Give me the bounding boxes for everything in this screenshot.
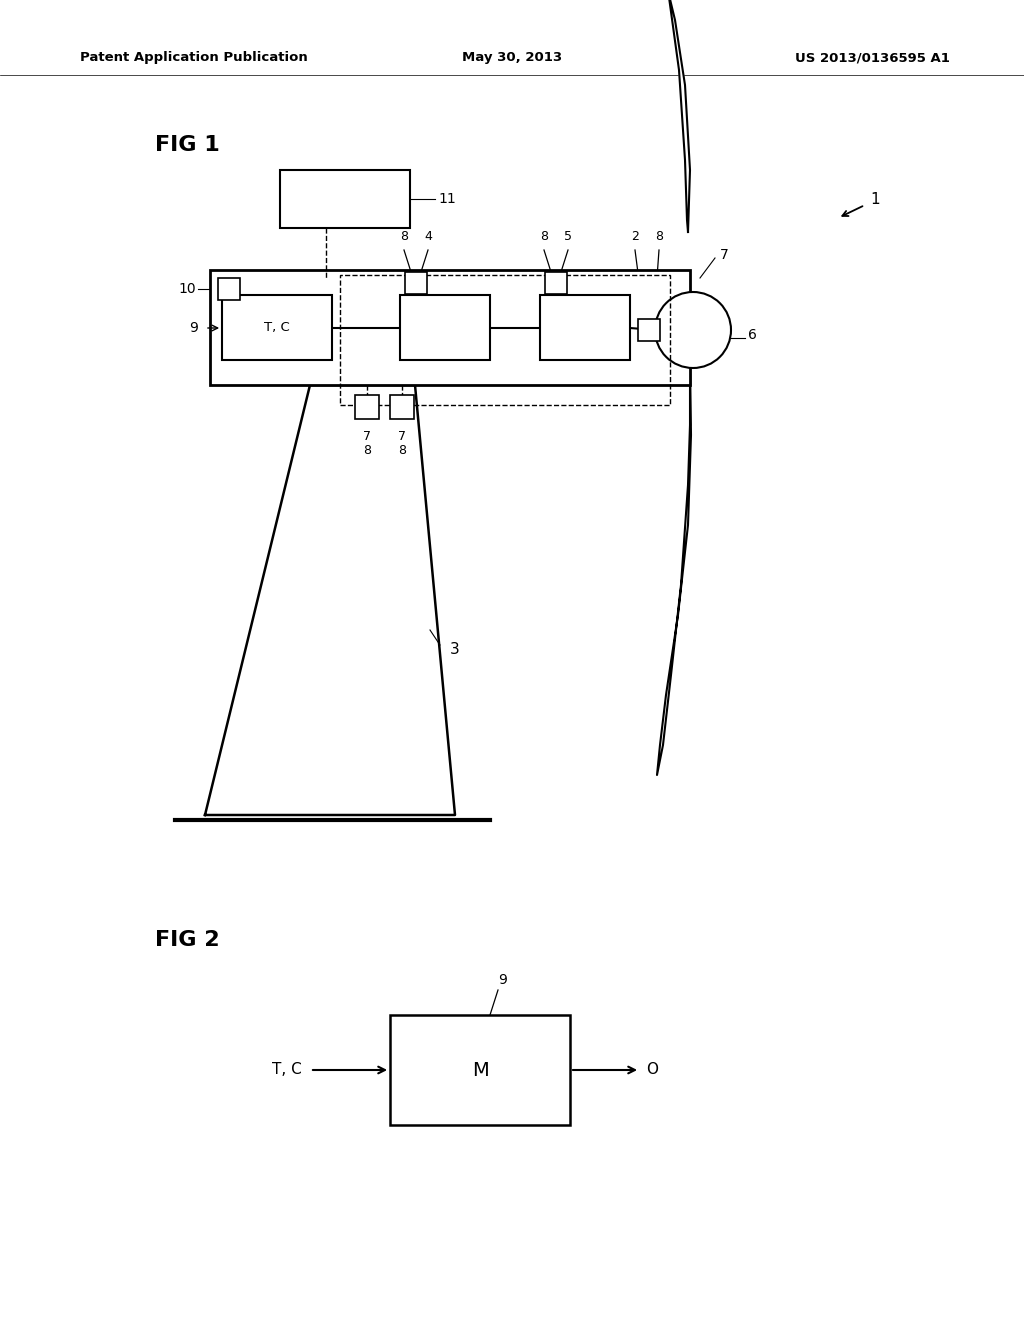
Text: Patent Application Publication: Patent Application Publication bbox=[80, 51, 308, 65]
Text: M: M bbox=[472, 1060, 488, 1080]
Text: 2: 2 bbox=[631, 231, 639, 243]
Text: 8: 8 bbox=[655, 231, 663, 243]
Text: 7: 7 bbox=[398, 430, 406, 444]
Polygon shape bbox=[656, 0, 690, 232]
Text: T, C: T, C bbox=[272, 1063, 302, 1077]
Text: US 2013/0136595 A1: US 2013/0136595 A1 bbox=[795, 51, 950, 65]
Text: May 30, 2013: May 30, 2013 bbox=[462, 51, 562, 65]
Bar bbox=[638, 319, 660, 341]
Bar bbox=[390, 395, 414, 418]
Text: 3: 3 bbox=[450, 643, 460, 657]
Text: 1: 1 bbox=[870, 193, 880, 207]
Text: 7: 7 bbox=[720, 248, 729, 261]
Bar bbox=[406, 272, 427, 294]
Text: T, C: T, C bbox=[264, 321, 290, 334]
Bar bbox=[545, 272, 567, 294]
Text: 4: 4 bbox=[424, 231, 432, 243]
Text: 8: 8 bbox=[540, 231, 548, 243]
Text: 9: 9 bbox=[189, 321, 198, 335]
Circle shape bbox=[655, 292, 731, 368]
Bar bbox=[340, 275, 670, 405]
Text: 6: 6 bbox=[748, 327, 757, 342]
Bar bbox=[218, 279, 240, 300]
Text: 8: 8 bbox=[400, 231, 408, 243]
Text: 11: 11 bbox=[438, 191, 456, 206]
Text: 8: 8 bbox=[362, 445, 371, 458]
Text: FIG 1: FIG 1 bbox=[155, 135, 220, 154]
Text: FIG 2: FIG 2 bbox=[155, 931, 219, 950]
Bar bbox=[355, 395, 379, 418]
Bar bbox=[540, 294, 630, 360]
Bar bbox=[390, 1015, 570, 1125]
Bar bbox=[222, 294, 332, 360]
Polygon shape bbox=[657, 366, 691, 775]
Text: 8: 8 bbox=[398, 445, 406, 458]
Text: 10: 10 bbox=[178, 282, 196, 296]
Text: 7: 7 bbox=[362, 430, 371, 444]
Text: 9: 9 bbox=[499, 973, 508, 987]
Bar bbox=[210, 271, 690, 385]
Text: 5: 5 bbox=[564, 231, 572, 243]
Text: O: O bbox=[646, 1063, 658, 1077]
Bar bbox=[400, 294, 490, 360]
Bar bbox=[280, 170, 410, 228]
